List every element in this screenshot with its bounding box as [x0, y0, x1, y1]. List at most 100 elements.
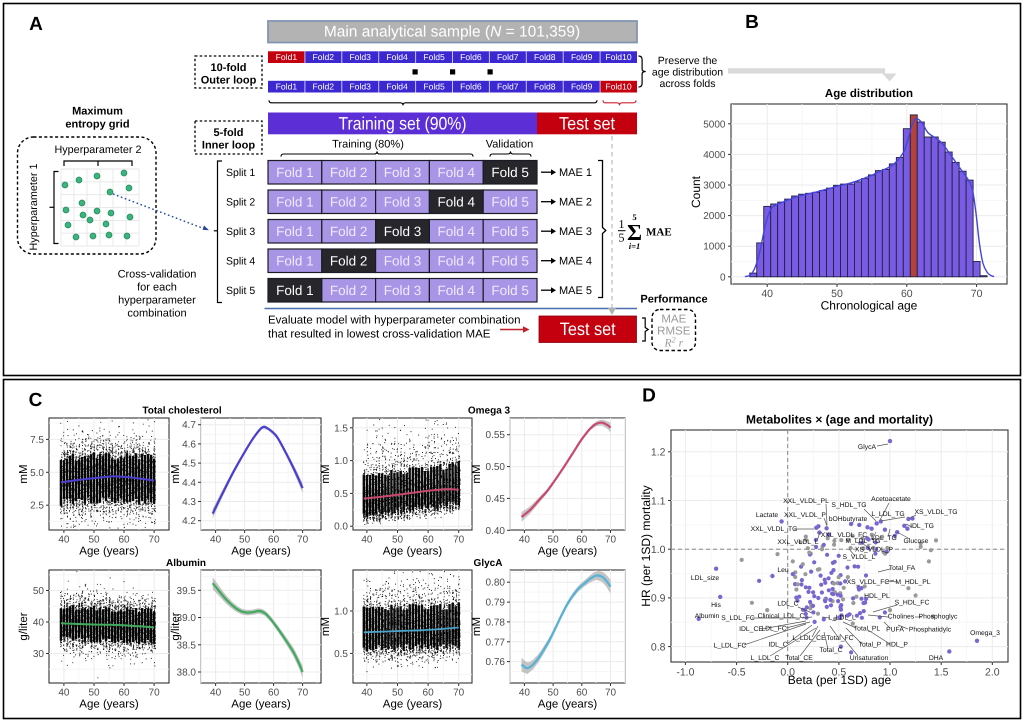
svg-text:60: 60	[268, 688, 280, 699]
svg-text:60: 60	[576, 688, 588, 699]
svg-text:Fold 4: Fold 4	[438, 283, 476, 298]
svg-text:Evaluate model with hyperparam: Evaluate model with hyperparameter combi…	[268, 315, 521, 327]
svg-text:Age (years): Age (years)	[538, 699, 598, 711]
svg-text:Leu: Leu	[777, 567, 789, 574]
svg-text:40: 40	[210, 535, 222, 546]
svg-text:XS_VLDL_P: XS_VLDL_P	[855, 547, 894, 554]
svg-text:Fold7: Fold7	[497, 82, 519, 92]
svg-text:0.0: 0.0	[780, 667, 795, 679]
svg-text:Fold 4: Fold 4	[438, 195, 476, 210]
svg-text:Fold 2: Fold 2	[330, 254, 368, 269]
svg-text:1.2: 1.2	[651, 447, 666, 459]
svg-text:Phosphatidylc: Phosphatidylc	[909, 627, 952, 634]
svg-text:mM: mM	[320, 617, 332, 636]
svg-text:1.0: 1.0	[651, 544, 666, 556]
svg-text:Validation: Validation	[486, 139, 534, 151]
svg-text:70: 70	[453, 535, 465, 546]
svg-text:Fold 3: Fold 3	[384, 165, 422, 180]
svg-text:Fold 4: Fold 4	[438, 165, 476, 180]
svg-text:-0.5: -0.5	[728, 667, 746, 679]
svg-text:60: 60	[268, 535, 280, 546]
svg-text:Acetoacetate: Acetoacetate	[871, 496, 911, 503]
svg-text:Performance: Performance	[640, 294, 707, 306]
svg-text:S_VLDL_L: S_VLDL_L	[843, 554, 876, 561]
svg-text:L_LDL_FC: L_LDL_FC	[714, 643, 747, 650]
svg-text:5000: 5000	[703, 119, 726, 130]
svg-text:0.76: 0.76	[486, 657, 506, 668]
svg-text:60: 60	[576, 535, 588, 546]
svg-text:4.5: 4.5	[182, 459, 196, 470]
svg-text:1000: 1000	[703, 242, 726, 253]
svg-text:that resulted in lowest cross-: that resulted in lowest cross-validation…	[268, 329, 491, 341]
svg-text:Split 5: Split 5	[226, 285, 255, 297]
svg-text:1.0: 1.0	[334, 607, 348, 618]
svg-text:70: 70	[971, 288, 983, 300]
svg-text:Main analytical sample (N = 10: Main analytical sample (N = 101,359)	[324, 24, 580, 41]
svg-text:0.40: 0.40	[486, 526, 506, 537]
svg-text:Age distribution: Age distribution	[825, 88, 913, 100]
svg-text:Fold3: Fold3	[349, 52, 371, 62]
svg-text:70: 70	[453, 688, 465, 699]
svg-text:L_LDL_TG: L_LDL_TG	[871, 511, 904, 518]
svg-text:L_LDL_L: L_LDL_L	[828, 615, 856, 622]
svg-text:HR (per 1SD) mortality: HR (per 1SD) mortality	[639, 485, 653, 606]
svg-text:Chronological age: Chronological age	[821, 299, 918, 313]
svg-text:g/liter: g/liter	[170, 612, 182, 640]
svg-text:L_LDL_CE: L_LDL_CE	[792, 635, 826, 642]
svg-text:1.1: 1.1	[651, 495, 666, 507]
svg-text:0.5: 0.5	[334, 649, 348, 660]
svg-text:PUFA: PUFA	[886, 627, 904, 634]
svg-text:5: 5	[632, 212, 636, 222]
svg-text:40: 40	[519, 688, 531, 699]
svg-text:mM: mM	[320, 464, 332, 483]
svg-text:0.55: 0.55	[486, 430, 506, 441]
svg-text:HDL_PL: HDL_PL	[864, 593, 890, 600]
svg-text:Fold6: Fold6	[460, 82, 482, 92]
svg-text:Outer loop: Outer loop	[201, 75, 257, 87]
svg-text:Omega 3: Omega 3	[468, 406, 511, 417]
svg-text:LDL_C: LDL_C	[777, 601, 798, 608]
svg-text:Beta (per 1SD) age: Beta (per 1SD) age	[788, 673, 892, 687]
svg-text:Count: Count	[689, 175, 703, 208]
svg-text:Lactate: Lactate	[756, 512, 779, 519]
svg-text:4.2: 4.2	[182, 516, 196, 527]
svg-text:Total_C: Total_C	[819, 647, 842, 654]
svg-text:Hyperparameter 1: Hyperparameter 1	[28, 163, 40, 250]
svg-text:5-fold: 5-fold	[214, 127, 244, 139]
svg-text:0.78: 0.78	[486, 617, 506, 628]
svg-text:Fold10: Fold10	[605, 52, 631, 62]
svg-text:S_HDL_FC: S_HDL_FC	[895, 600, 930, 607]
svg-text:M_LDL_TG: M_LDL_TG	[845, 538, 880, 545]
svg-text:M_HDL_PL: M_HDL_PL	[895, 579, 930, 586]
svg-text:70: 70	[605, 688, 617, 699]
svg-text:0.5: 0.5	[334, 489, 348, 500]
svg-text:1.0: 1.0	[883, 667, 898, 679]
svg-text:40: 40	[361, 535, 373, 546]
svg-text:IDL_C: IDL_C	[768, 642, 787, 649]
svg-text:Glucose: Glucose	[904, 538, 929, 545]
svg-text:70: 70	[149, 535, 161, 546]
svg-text:MAE: MAE	[661, 314, 686, 326]
svg-text:0.8: 0.8	[651, 641, 666, 653]
svg-text:RMSE: RMSE	[657, 326, 691, 338]
svg-text:5: 5	[619, 231, 625, 245]
svg-text:Total_CE: Total_CE	[785, 655, 813, 662]
svg-text:Fold 1: Fold 1	[276, 195, 314, 210]
svg-text:Inner loop: Inner loop	[202, 140, 255, 152]
svg-text:1.5: 1.5	[334, 423, 348, 434]
svg-text:Fold9: Fold9	[571, 82, 593, 92]
svg-text:DHA: DHA	[929, 655, 944, 662]
svg-text:1.5: 1.5	[934, 667, 949, 679]
svg-text:Albumin: Albumin	[695, 613, 720, 620]
svg-text:Fold 1: Fold 1	[276, 254, 314, 269]
svg-text:40: 40	[761, 288, 773, 300]
svg-text:bOHbutyrate: bOHbutyrate	[829, 516, 868, 523]
svg-text:R2 r: R2 r	[663, 335, 683, 350]
svg-text:Fold8: Fold8	[534, 82, 556, 92]
svg-text:4.7: 4.7	[182, 420, 196, 431]
svg-text:hyperparameter: hyperparameter	[118, 295, 196, 307]
svg-text:Fold4: Fold4	[386, 82, 408, 92]
svg-text:Age (years): Age (years)	[79, 699, 139, 711]
svg-text:Training (80%): Training (80%)	[332, 139, 404, 151]
svg-text:Fold 2: Fold 2	[330, 224, 368, 239]
